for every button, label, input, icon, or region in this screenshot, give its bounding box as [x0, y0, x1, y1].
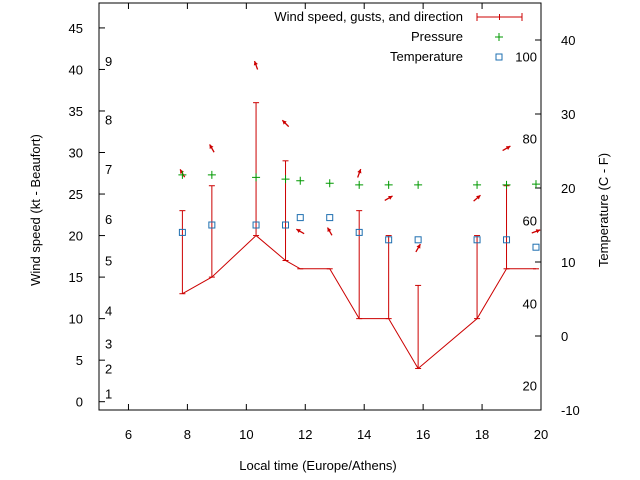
- wind-direction-arrowhead: [282, 120, 287, 125]
- y-tick-label: 30: [69, 146, 83, 161]
- pressure-point: [531, 180, 540, 189]
- y-tick-label: 40: [69, 62, 83, 77]
- y-tick-label: 15: [69, 270, 83, 285]
- x-tick-label: 10: [239, 427, 253, 442]
- fahrenheit-label: 80: [523, 131, 537, 146]
- y-tick-label: 5: [76, 353, 83, 368]
- y2-tick-label: 30: [561, 107, 575, 122]
- y-tick-label: 10: [69, 312, 83, 327]
- wind-series: [179, 60, 541, 370]
- y2-tick-label: 20: [561, 181, 575, 196]
- y2-tick-label: 10: [561, 255, 575, 270]
- plot-frame: [98, 2, 542, 411]
- beaufort-label: 4: [105, 303, 112, 318]
- temperature-point: [532, 243, 540, 251]
- y-tick-label: 25: [69, 187, 83, 202]
- y2-tick-label: 40: [561, 33, 575, 48]
- y2-tick-label: 0: [561, 329, 568, 344]
- temperature-point: [208, 221, 216, 229]
- pressure-series: [178, 170, 540, 189]
- fahrenheit-label: 20: [523, 379, 537, 394]
- beaufort-scale-labels: 1 2 3 4 5 6 7 8 9: [105, 54, 112, 401]
- beaufort-label: 8: [105, 112, 112, 127]
- fahrenheit-label: 40: [523, 296, 537, 311]
- y-tick-label: 35: [69, 104, 83, 119]
- x-tick-label: 16: [416, 427, 430, 442]
- temperature-series: [178, 214, 540, 251]
- wind-direction-arrowhead: [209, 144, 214, 149]
- y-axis-label: Wind speed (kt - Beaufort): [28, 134, 43, 286]
- pressure-point: [281, 175, 290, 184]
- fahrenheit-scale-labels: 20 40 60 80 100: [515, 49, 537, 393]
- fahrenheit-label: 100: [515, 49, 537, 64]
- temperature-point: [414, 236, 422, 244]
- temperature-point: [282, 221, 290, 229]
- x-axis-label: Local time (Europe/Athens): [239, 458, 397, 473]
- temperature-point: [503, 236, 511, 244]
- pressure-point: [355, 180, 364, 189]
- y-tick-label: 45: [69, 21, 83, 36]
- wind-direction-arrowhead: [327, 227, 332, 233]
- temperature-point: [385, 236, 393, 244]
- beaufort-label: 6: [105, 212, 112, 227]
- beaufort-label: 1: [105, 386, 112, 401]
- legend: Wind speed, gusts, and direction Pressure…: [274, 9, 523, 64]
- axes: [98, 2, 542, 411]
- beaufort-label: 7: [105, 162, 112, 177]
- pressure-point: [414, 180, 423, 189]
- temperature-point: [178, 228, 186, 236]
- y2-tick-label: -10: [561, 403, 580, 418]
- pressure-point: [384, 180, 393, 189]
- beaufort-label: 5: [105, 253, 112, 268]
- pressure-point: [473, 180, 482, 189]
- legend-swatch-temperature: [495, 53, 503, 61]
- beaufort-label: 9: [105, 54, 112, 69]
- pressure-point: [252, 173, 261, 182]
- wind-direction-arrowhead: [476, 195, 481, 200]
- legend-label-wind: Wind speed, gusts, and direction: [274, 9, 463, 24]
- temperature-point: [473, 236, 481, 244]
- x-tick-label: 20: [534, 427, 548, 442]
- pressure-point: [207, 170, 216, 179]
- legend-swatch-pressure: [495, 33, 503, 41]
- x-tick-label: 14: [357, 427, 371, 442]
- temperature-point: [326, 214, 334, 222]
- x-tick-label: 6: [125, 427, 132, 442]
- x-tick-label: 12: [298, 427, 312, 442]
- legend-label-temperature: Temperature: [390, 49, 463, 64]
- tick-labels: 6 8 10 12 14 16 18 20051015202530354045-1001020…: [69, 21, 580, 442]
- y2-axis-label: Temperature (C - F): [596, 153, 611, 267]
- fahrenheit-label: 60: [523, 214, 537, 229]
- temperature-point: [355, 228, 363, 236]
- x-tick-label: 18: [475, 427, 489, 442]
- pressure-point: [178, 170, 187, 179]
- wind-direction-arrowhead: [296, 229, 301, 234]
- pressure-point: [325, 179, 334, 188]
- beaufort-label: 2: [105, 361, 112, 376]
- temperature-point: [296, 214, 304, 222]
- legend-label-pressure: Pressure: [411, 29, 463, 44]
- wind-direction-arrowhead: [357, 169, 362, 174]
- wind-direction-arrowhead: [253, 61, 258, 66]
- wind-direction-arrowhead: [535, 229, 541, 234]
- wind-direction-arrowhead: [388, 195, 393, 200]
- wind-direction-arrowhead: [505, 146, 511, 150]
- temperature-point: [252, 221, 260, 229]
- wind-direction-arrowhead: [416, 244, 421, 249]
- y-tick-label: 20: [69, 229, 83, 244]
- pressure-point: [502, 180, 511, 189]
- x-tick-label: 8: [184, 427, 191, 442]
- beaufort-label: 3: [105, 337, 112, 352]
- y-tick-label: 0: [76, 395, 83, 410]
- wind-speed-line: [182, 234, 536, 370]
- pressure-point: [296, 176, 305, 185]
